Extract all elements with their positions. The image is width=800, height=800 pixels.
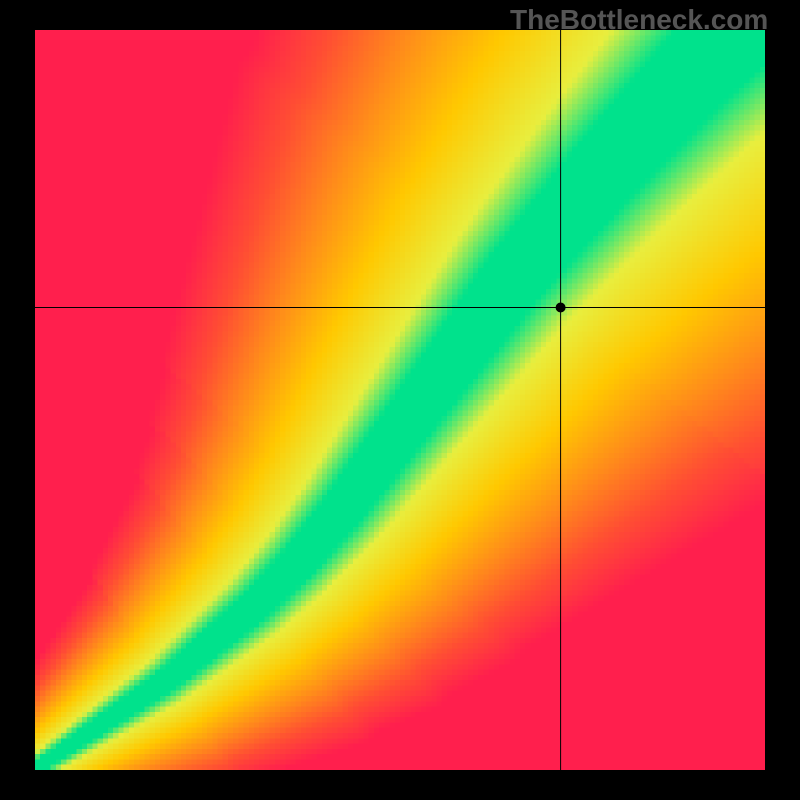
bottleneck-heatmap [35,30,765,770]
watermark-text: TheBottleneck.com [510,4,768,36]
chart-container: TheBottleneck.com [0,0,800,800]
